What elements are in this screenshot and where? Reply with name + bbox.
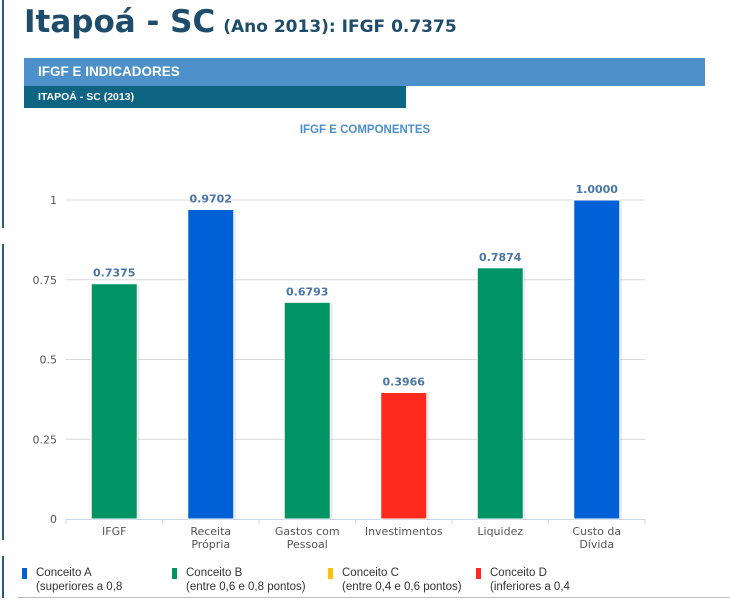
y-tick-label: 1	[50, 194, 57, 207]
left-border-bottom	[2, 556, 4, 598]
data-label: 0.9702	[190, 193, 232, 206]
section-subheader: ITAPOÁ - SC (2013)	[24, 86, 406, 108]
legend-label: Conceito C	[342, 567, 399, 579]
x-category-label: Dívida	[579, 538, 614, 551]
x-category-label: Investimentos	[365, 525, 443, 538]
x-category-label: IFGF	[102, 525, 126, 538]
section-header: IFGF E INDICADORES	[24, 58, 705, 86]
legend-description: (superiores a 0,8	[36, 581, 123, 593]
legend-item-conceito-a: Conceito A (superiores a 0,8	[22, 566, 122, 594]
y-tick-label: 0.75	[33, 274, 58, 287]
bar	[573, 199, 621, 520]
bar	[90, 283, 138, 520]
data-label: 0.6793	[286, 285, 328, 298]
bar-chart: 0 0.25 0.5 0.75 1 0.7375 IFGF 0.9702 ReceitaPróp…	[33, 183, 646, 551]
legend-description: (entre 0,6 e 0,8 pontos)	[186, 581, 306, 593]
legend-label: Conceito A	[36, 567, 92, 579]
left-border-top	[2, 0, 4, 228]
left-border-middle	[2, 244, 4, 540]
data-label: 0.3966	[383, 375, 426, 388]
legend-label: Conceito D	[490, 567, 547, 579]
legend-swatch-b	[172, 568, 177, 579]
data-label: 0.7375	[93, 267, 135, 280]
data-label: 0.7874	[479, 251, 522, 264]
legend-swatch-c	[328, 568, 333, 579]
legend-item-conceito-c: Conceito C (entre 0,4 e 0,6 pontos)	[328, 566, 462, 594]
legend-swatch-d	[476, 568, 481, 579]
bar	[476, 267, 524, 520]
page-title-sub: (Ano 2013): IFGF 0.7375	[223, 17, 457, 37]
legend-swatch-a	[22, 568, 27, 579]
data-label: 1.0000	[576, 183, 619, 196]
x-category-label: Receita	[190, 525, 231, 538]
x-category-label: Própria	[191, 538, 230, 551]
y-tick-label: 0.25	[33, 433, 58, 446]
bar	[283, 301, 331, 520]
bar	[187, 209, 235, 520]
chart-title: IFGF E COMPONENTES	[299, 124, 431, 136]
legend-label: Conceito B	[186, 567, 243, 579]
bottom-divider	[18, 597, 730, 598]
x-category-label: Liquidez	[477, 525, 523, 538]
page-title: Itapoá - SC (Ano 2013): IFGF 0.7375	[24, 4, 457, 40]
x-category-label: Pessoal	[287, 538, 328, 551]
legend-description: (inferiores a 0,4	[490, 581, 570, 593]
y-tick-label: 0.5	[40, 354, 58, 367]
x-category-label: Custo da	[572, 525, 621, 538]
legend-item-conceito-d: Conceito D (inferiores a 0,4	[476, 566, 570, 594]
legend-item-conceito-b: Conceito B (entre 0,6 e 0,8 pontos)	[172, 566, 306, 594]
x-category-label: Gastos com	[275, 525, 340, 538]
y-tick-label: 0	[50, 513, 57, 526]
page-title-main: Itapoá - SC	[24, 4, 216, 40]
bar	[380, 391, 428, 520]
legend-description: (entre 0,4 e 0,6 pontos)	[342, 581, 462, 593]
